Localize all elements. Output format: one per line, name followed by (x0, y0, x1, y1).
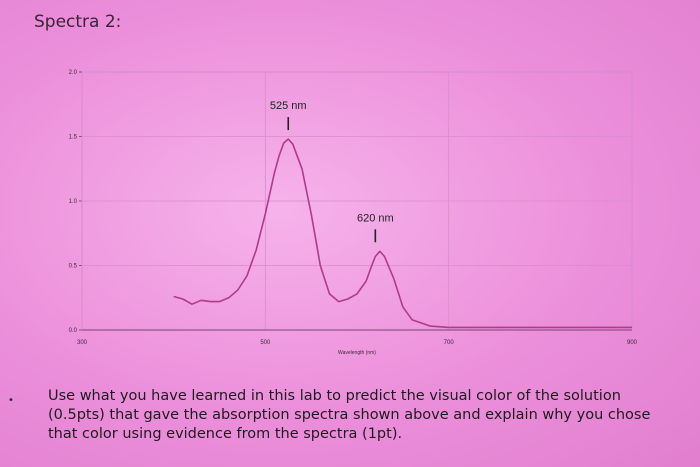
question-bullet: • (8, 395, 14, 406)
x-tick-label: 500 (260, 340, 271, 346)
x-tick-label: 900 (627, 340, 638, 346)
spectra-title: Spectra 2: (34, 12, 122, 32)
y-tick-label: 1.5 (69, 135, 78, 141)
y-tick-label: 0.5 (69, 264, 78, 270)
x-tick-label: 700 (444, 340, 455, 346)
chart-svg: 0.0 0.5 1.0 1.5 2.0 300 500 700 900 Wavelength (n… (40, 70, 638, 356)
absorbance-series-line (173, 138, 632, 329)
absorbance-chart: 0.0 0.5 1.0 1.5 2.0 300 500 700 900 Wavelength (n… (40, 58, 638, 370)
peak-label: 525 nm (270, 100, 307, 112)
y-tick-label: 2.0 (69, 70, 78, 76)
y-tick-label: 0.0 (69, 328, 78, 334)
x-tick-label: 300 (77, 340, 88, 346)
x-axis-title: Wavelength (nm) (338, 350, 376, 356)
peak-label: 620 nm (357, 212, 394, 224)
question-text: Use what you have learned in this lab to… (48, 388, 651, 442)
y-tick-label: 1.0 (69, 199, 78, 205)
